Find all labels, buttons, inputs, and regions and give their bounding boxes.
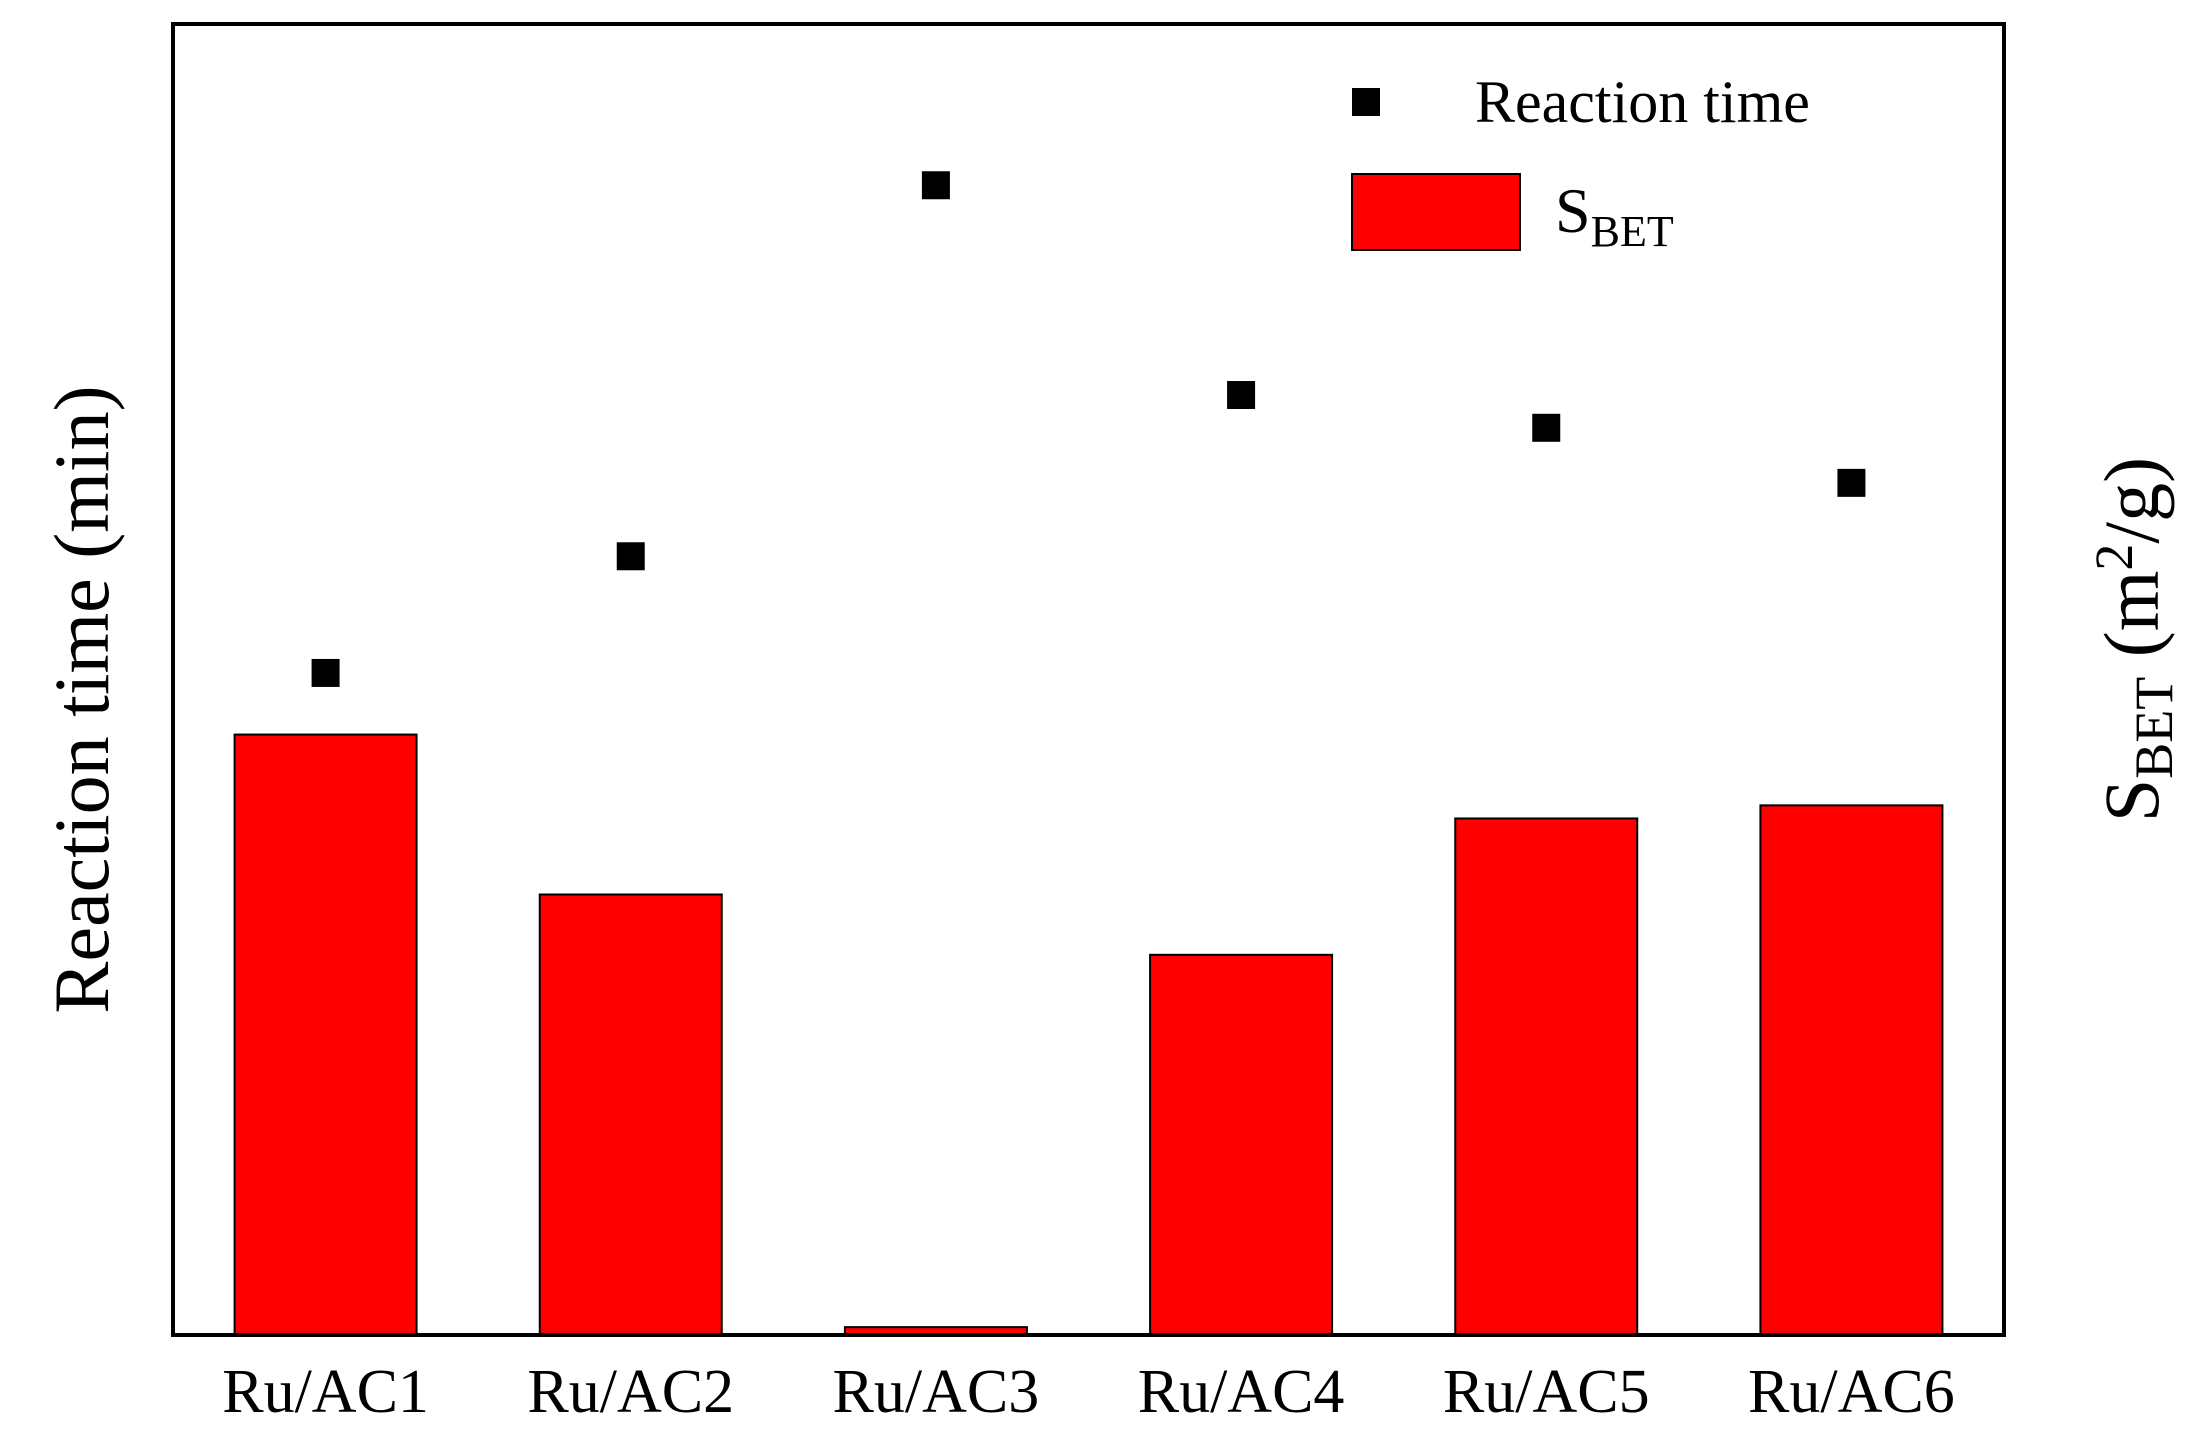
bar-sbet-1 bbox=[233, 733, 418, 1336]
legend-swatch-sbet bbox=[1351, 173, 1521, 251]
bars-layer bbox=[233, 733, 1944, 1337]
legend-marker-reaction-time bbox=[1352, 88, 1380, 116]
x-tick-label-6: Ru/AC6 bbox=[1748, 1358, 1955, 1426]
y2-title-close: /g) bbox=[2088, 457, 2175, 544]
legend-sbet-main: S bbox=[1555, 175, 1591, 246]
markers-layer bbox=[311, 171, 1866, 687]
x-tick-label-1: Ru/AC1 bbox=[222, 1358, 429, 1426]
x-tick-label-5: Ru/AC5 bbox=[1443, 1358, 1650, 1426]
point-reaction-time-2 bbox=[616, 542, 645, 571]
legend-label-reaction-time: Reaction time bbox=[1475, 69, 1810, 135]
y2-axis-title: SBET (m2/g) bbox=[2084, 457, 2184, 822]
point-reaction-time-3 bbox=[921, 171, 950, 200]
point-reaction-time-1 bbox=[311, 658, 340, 687]
x-tick-label-4: Ru/AC4 bbox=[1138, 1358, 1345, 1426]
x-tick-label-2: Ru/AC2 bbox=[527, 1358, 734, 1426]
bar-sbet-4 bbox=[1149, 953, 1334, 1336]
y2-title-subscript: BET bbox=[2124, 677, 2184, 779]
legend-label-sbet: SBET bbox=[1555, 175, 1674, 256]
bar-sbet-2 bbox=[538, 893, 723, 1337]
point-reaction-time-5 bbox=[1532, 413, 1561, 442]
legend: Reaction time SBET bbox=[1351, 69, 1810, 256]
bar-sbet-6 bbox=[1759, 804, 1944, 1336]
plot-frame bbox=[171, 22, 2006, 1337]
point-reaction-time-4 bbox=[1227, 381, 1256, 410]
y2-title-prefix: S bbox=[2088, 779, 2175, 822]
legend-sbet-subscript: BET bbox=[1591, 207, 1674, 256]
y-axis-title: Reaction time (min) bbox=[38, 385, 125, 1013]
y2-title-open: (m bbox=[2088, 571, 2175, 677]
bar-sbet-5 bbox=[1454, 817, 1639, 1336]
x-tick-labels: Ru/AC1 Ru/AC2 Ru/AC3 Ru/AC4 Ru/AC5 Ru/AC6 bbox=[222, 1358, 1955, 1426]
point-reaction-time-6 bbox=[1837, 468, 1866, 497]
y2-title-superscript: 2 bbox=[2084, 544, 2144, 571]
x-tick-label-3: Ru/AC3 bbox=[833, 1358, 1040, 1426]
